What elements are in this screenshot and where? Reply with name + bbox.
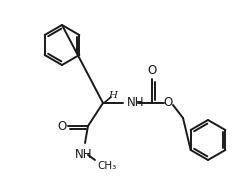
Text: NH: NH <box>127 97 144 109</box>
Text: O: O <box>164 97 172 109</box>
Text: NH: NH <box>75 148 93 161</box>
Text: CH₃: CH₃ <box>97 161 116 171</box>
Text: O: O <box>58 119 66 132</box>
Text: O: O <box>148 64 156 77</box>
Text: H: H <box>108 91 118 101</box>
